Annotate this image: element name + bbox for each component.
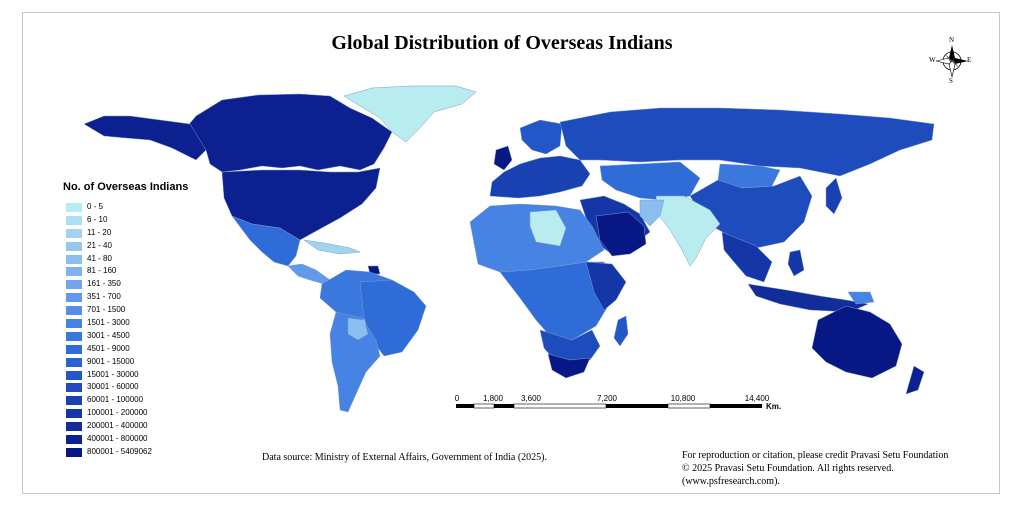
- legend-label: 161 - 350: [87, 279, 121, 289]
- country-japan: [825, 177, 843, 215]
- legend-label: 1501 - 3000: [87, 318, 130, 328]
- legend-swatch: [66, 409, 82, 419]
- legend-label: 400001 - 800000: [87, 434, 148, 444]
- legend-swatch: [66, 215, 82, 225]
- legend-title: No. of Overseas Indians: [63, 181, 189, 193]
- region-scandinavia: [519, 119, 563, 155]
- legend-swatch: [66, 331, 82, 341]
- scale-bar: [456, 403, 762, 409]
- data-source: Data source: Ministry of External Affair…: [262, 452, 548, 463]
- credit-line: For reproduction or citation, please cre…: [682, 450, 949, 461]
- country-philippines: [787, 249, 805, 277]
- legend-swatch: [66, 267, 82, 277]
- legend-label: 21 - 40: [87, 240, 112, 250]
- country-trinidad: [367, 265, 381, 275]
- legend-swatch: [66, 447, 82, 457]
- country-afghanistan-pakistan: [639, 199, 665, 227]
- country-australia: [811, 305, 903, 379]
- map-title: Global Distribution of Overseas Indians: [331, 32, 673, 54]
- country-alaska: [83, 115, 207, 161]
- region-southeast-asia: [721, 231, 773, 283]
- legend-label: 60001 - 100000: [87, 395, 144, 405]
- country-mexico: [231, 215, 301, 267]
- legend-label: 701 - 1500: [87, 305, 126, 315]
- region-caribbean: [303, 239, 361, 255]
- region-africa-east: [585, 261, 627, 311]
- country-madagascar: [613, 315, 629, 347]
- legend-label: 100001 - 200000: [87, 408, 148, 418]
- legend-swatch: [66, 228, 82, 238]
- compass-rose: [935, 45, 968, 78]
- legend-label: 351 - 700: [87, 292, 121, 302]
- compass-east: E: [967, 56, 972, 64]
- legend-swatch: [66, 344, 82, 354]
- legend-swatch: [66, 280, 82, 290]
- scale-tick-label: 7,200: [596, 394, 618, 403]
- compass-north: N: [949, 36, 955, 44]
- country-bolivia: [347, 317, 369, 341]
- region-central-america: [287, 263, 331, 285]
- country-papua-new-guinea: [847, 291, 875, 305]
- legend-label: 81 - 160: [87, 266, 117, 276]
- legend-label: 4501 - 9000: [87, 343, 130, 353]
- country-south-africa: [547, 353, 591, 379]
- country-libya: [529, 209, 567, 247]
- compass-south: S: [949, 77, 953, 85]
- legend-swatch: [66, 293, 82, 303]
- legend-label: 0 - 5: [87, 202, 104, 211]
- credit-line: (www.psfresearch.com).: [682, 476, 780, 487]
- legend-label: 200001 - 400000: [87, 421, 148, 431]
- country-russia: [559, 107, 935, 177]
- legend-label: 15001 - 30000: [87, 369, 139, 379]
- scale-tick-label: 1,800: [482, 394, 504, 403]
- legend-swatch: [66, 306, 82, 316]
- legend-label: 3001 - 4500: [87, 330, 130, 340]
- legend-swatch: [66, 435, 82, 445]
- compass-west: W: [929, 56, 936, 64]
- legend-label: 800001 - 5409062: [87, 446, 152, 456]
- region-central-asia: [599, 161, 701, 201]
- legend-swatch: [66, 241, 82, 251]
- scale-tick-label: 10,800: [670, 394, 696, 403]
- legend-label: 41 - 80: [87, 253, 112, 263]
- credit-line: © 2025 Pravasi Setu Foundation. All righ…: [682, 463, 894, 474]
- legend-swatch: [66, 370, 82, 380]
- legend-swatch: [66, 422, 82, 432]
- country-india: [655, 195, 721, 267]
- country-saudi-arabia: [595, 211, 647, 257]
- legend-label: 30001 - 60000: [87, 382, 139, 392]
- legend-swatch: [66, 203, 82, 212]
- scale-unit: Km.: [766, 402, 782, 411]
- legend-swatch: [66, 383, 82, 393]
- region-indonesia: [747, 283, 869, 313]
- legend-label: 11 - 20: [87, 227, 112, 237]
- legend-swatch: [66, 396, 82, 406]
- country-uk: [493, 145, 513, 171]
- legend-swatch: [66, 254, 82, 264]
- legend-label: 6 - 10: [87, 214, 108, 224]
- region-south-america-south: [329, 311, 381, 413]
- country-greenland: [343, 85, 477, 143]
- legend-label: 9001 - 15000: [87, 356, 135, 366]
- scale-tick-label: 0: [454, 394, 460, 403]
- country-new-zealand: [905, 365, 925, 395]
- scale-tick-label: 14,400: [744, 394, 770, 403]
- scale-tick-label: 3,600: [520, 394, 542, 403]
- legend-swatch: [66, 319, 82, 329]
- legend-swatch: [66, 357, 82, 367]
